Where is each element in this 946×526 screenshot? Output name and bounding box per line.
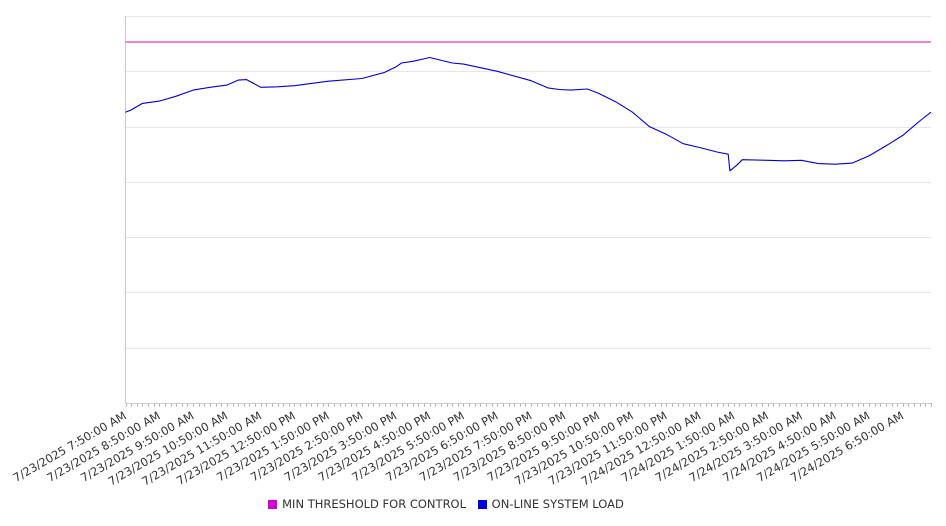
series-lines bbox=[125, 41, 932, 172]
legend-swatch-online-system-load bbox=[477, 499, 487, 509]
online-system-load-line bbox=[125, 56, 932, 172]
legend-label-min-threshold: MIN THRESHOLD FOR CONTROL bbox=[282, 497, 467, 511]
axes bbox=[125, 16, 931, 404]
legend-item-min-threshold[interactable]: MIN THRESHOLD FOR CONTROL bbox=[268, 497, 466, 511]
x-axis-tick-labels: 7/23/2025 7:50:00 AM7/23/2025 8:50:00 AM… bbox=[11, 408, 907, 488]
x-axis-ticks bbox=[126, 403, 932, 407]
horizontal-gridlines bbox=[125, 16, 931, 349]
legend-item-online-system-load[interactable]: ON-LINE SYSTEM LOAD bbox=[477, 497, 624, 511]
legend-label-online-system-load: ON-LINE SYSTEM LOAD bbox=[491, 497, 624, 511]
legend: MIN THRESHOLD FOR CONTROL ON-LINE SYSTEM… bbox=[0, 497, 892, 512]
legend-swatch-min-threshold bbox=[268, 499, 278, 509]
